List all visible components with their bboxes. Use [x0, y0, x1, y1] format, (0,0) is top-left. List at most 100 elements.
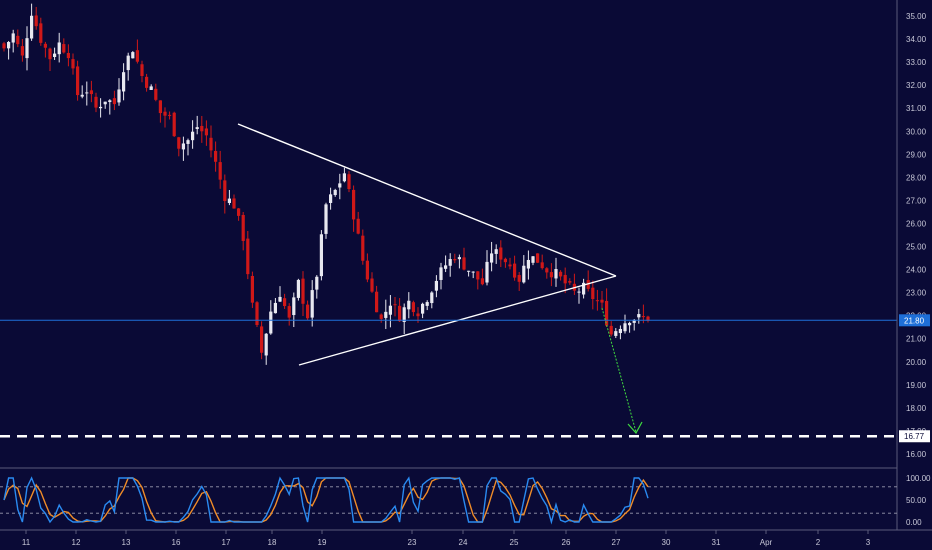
time-tick-label: 11 [22, 538, 31, 547]
candle-body [503, 258, 507, 263]
price-tick-label: 18.00 [906, 404, 927, 413]
candle [227, 190, 231, 206]
candle [53, 47, 57, 60]
price-tick-label: 33.00 [906, 58, 927, 67]
candle [158, 100, 162, 123]
candle-body [347, 174, 351, 190]
candle-body [278, 296, 282, 302]
candle-body [559, 271, 563, 277]
candle [108, 99, 112, 115]
candle-body [57, 42, 61, 55]
candle [637, 308, 641, 324]
candle [103, 101, 107, 109]
price-tick-label: 23.00 [906, 289, 927, 298]
candle-body [393, 304, 397, 306]
candle [582, 278, 586, 299]
candle-body [609, 325, 613, 335]
candle-body [214, 151, 218, 162]
candle [609, 321, 613, 337]
candle [80, 85, 84, 99]
stochastic-tick-label: 100.00 [906, 474, 931, 483]
candle [632, 318, 636, 331]
candle-body [531, 256, 535, 263]
candle [444, 255, 448, 273]
candle [623, 314, 627, 334]
candle-body [195, 127, 199, 130]
candle-body [7, 42, 11, 49]
price-axis[interactable]: 16.0017.0018.0019.0020.0021.0022.0023.00… [906, 12, 927, 459]
candle [209, 125, 213, 158]
candle [379, 313, 383, 323]
candle [508, 257, 512, 270]
stochastic-tick-label: 0.00 [906, 518, 922, 527]
candle-body [388, 305, 392, 315]
candle [646, 315, 650, 323]
candle-body [71, 59, 75, 69]
candle [301, 271, 305, 316]
candle [522, 255, 526, 284]
candle-body [310, 290, 314, 318]
candle [319, 230, 323, 281]
candle [191, 120, 195, 149]
candle-body [618, 328, 622, 334]
price-tick-label: 31.00 [906, 104, 927, 113]
candle-body [595, 300, 599, 302]
candle [149, 84, 153, 90]
price-tick-label: 30.00 [906, 127, 927, 136]
candle [453, 253, 457, 264]
candle [347, 171, 351, 193]
candle-body [66, 52, 70, 59]
candle [246, 231, 250, 280]
candle [485, 250, 489, 286]
candle-body [430, 292, 434, 304]
candle-body [448, 259, 452, 266]
candle-body [255, 302, 259, 325]
time-tick-label: 13 [122, 538, 131, 547]
stochastic-axis[interactable]: 100.00 50.00 0.00 [906, 474, 931, 527]
time-tick-label: 31 [712, 538, 721, 547]
last-price-tag-bg [899, 314, 930, 327]
candle-body [140, 64, 144, 77]
candle-body [457, 257, 461, 260]
candle-body [306, 304, 310, 319]
candle-body [218, 162, 222, 180]
candle [471, 271, 475, 279]
candle [434, 275, 438, 298]
candle [85, 81, 89, 106]
candle [71, 53, 75, 75]
time-tick-label: 19 [318, 538, 327, 547]
candle-body [122, 72, 126, 92]
time-axis[interactable]: 11 12 13 16 17 18 19 23 24 25 26 27 30 31 Apr 2 3 [22, 530, 871, 547]
time-tick-label: Apr [760, 538, 773, 547]
candle-body [485, 261, 489, 283]
candle-body [315, 276, 319, 290]
candle-body [20, 46, 24, 56]
candle [375, 285, 379, 313]
candle-body [471, 271, 475, 273]
candle [595, 289, 599, 311]
candle-body [99, 106, 103, 109]
candle [237, 207, 241, 221]
candle-body [439, 267, 443, 280]
candle-body [16, 35, 20, 45]
candle-body [181, 143, 185, 150]
candle-body [646, 316, 650, 321]
candle-body [319, 234, 323, 277]
price-candles [2, 3, 650, 365]
candle-body [545, 268, 549, 273]
candle-body [209, 137, 213, 151]
candle-body [62, 44, 66, 53]
candle [172, 111, 176, 138]
candle-body [246, 238, 250, 275]
candle-body [444, 265, 448, 269]
candle-body [365, 260, 369, 280]
candle-body [223, 180, 227, 201]
candle-body [232, 198, 236, 209]
stochastic-tick-label: 50.00 [906, 496, 927, 505]
candle [439, 262, 443, 290]
candle-body [39, 23, 43, 43]
candle [186, 138, 190, 156]
candle-body [536, 253, 540, 263]
candle [292, 292, 296, 328]
